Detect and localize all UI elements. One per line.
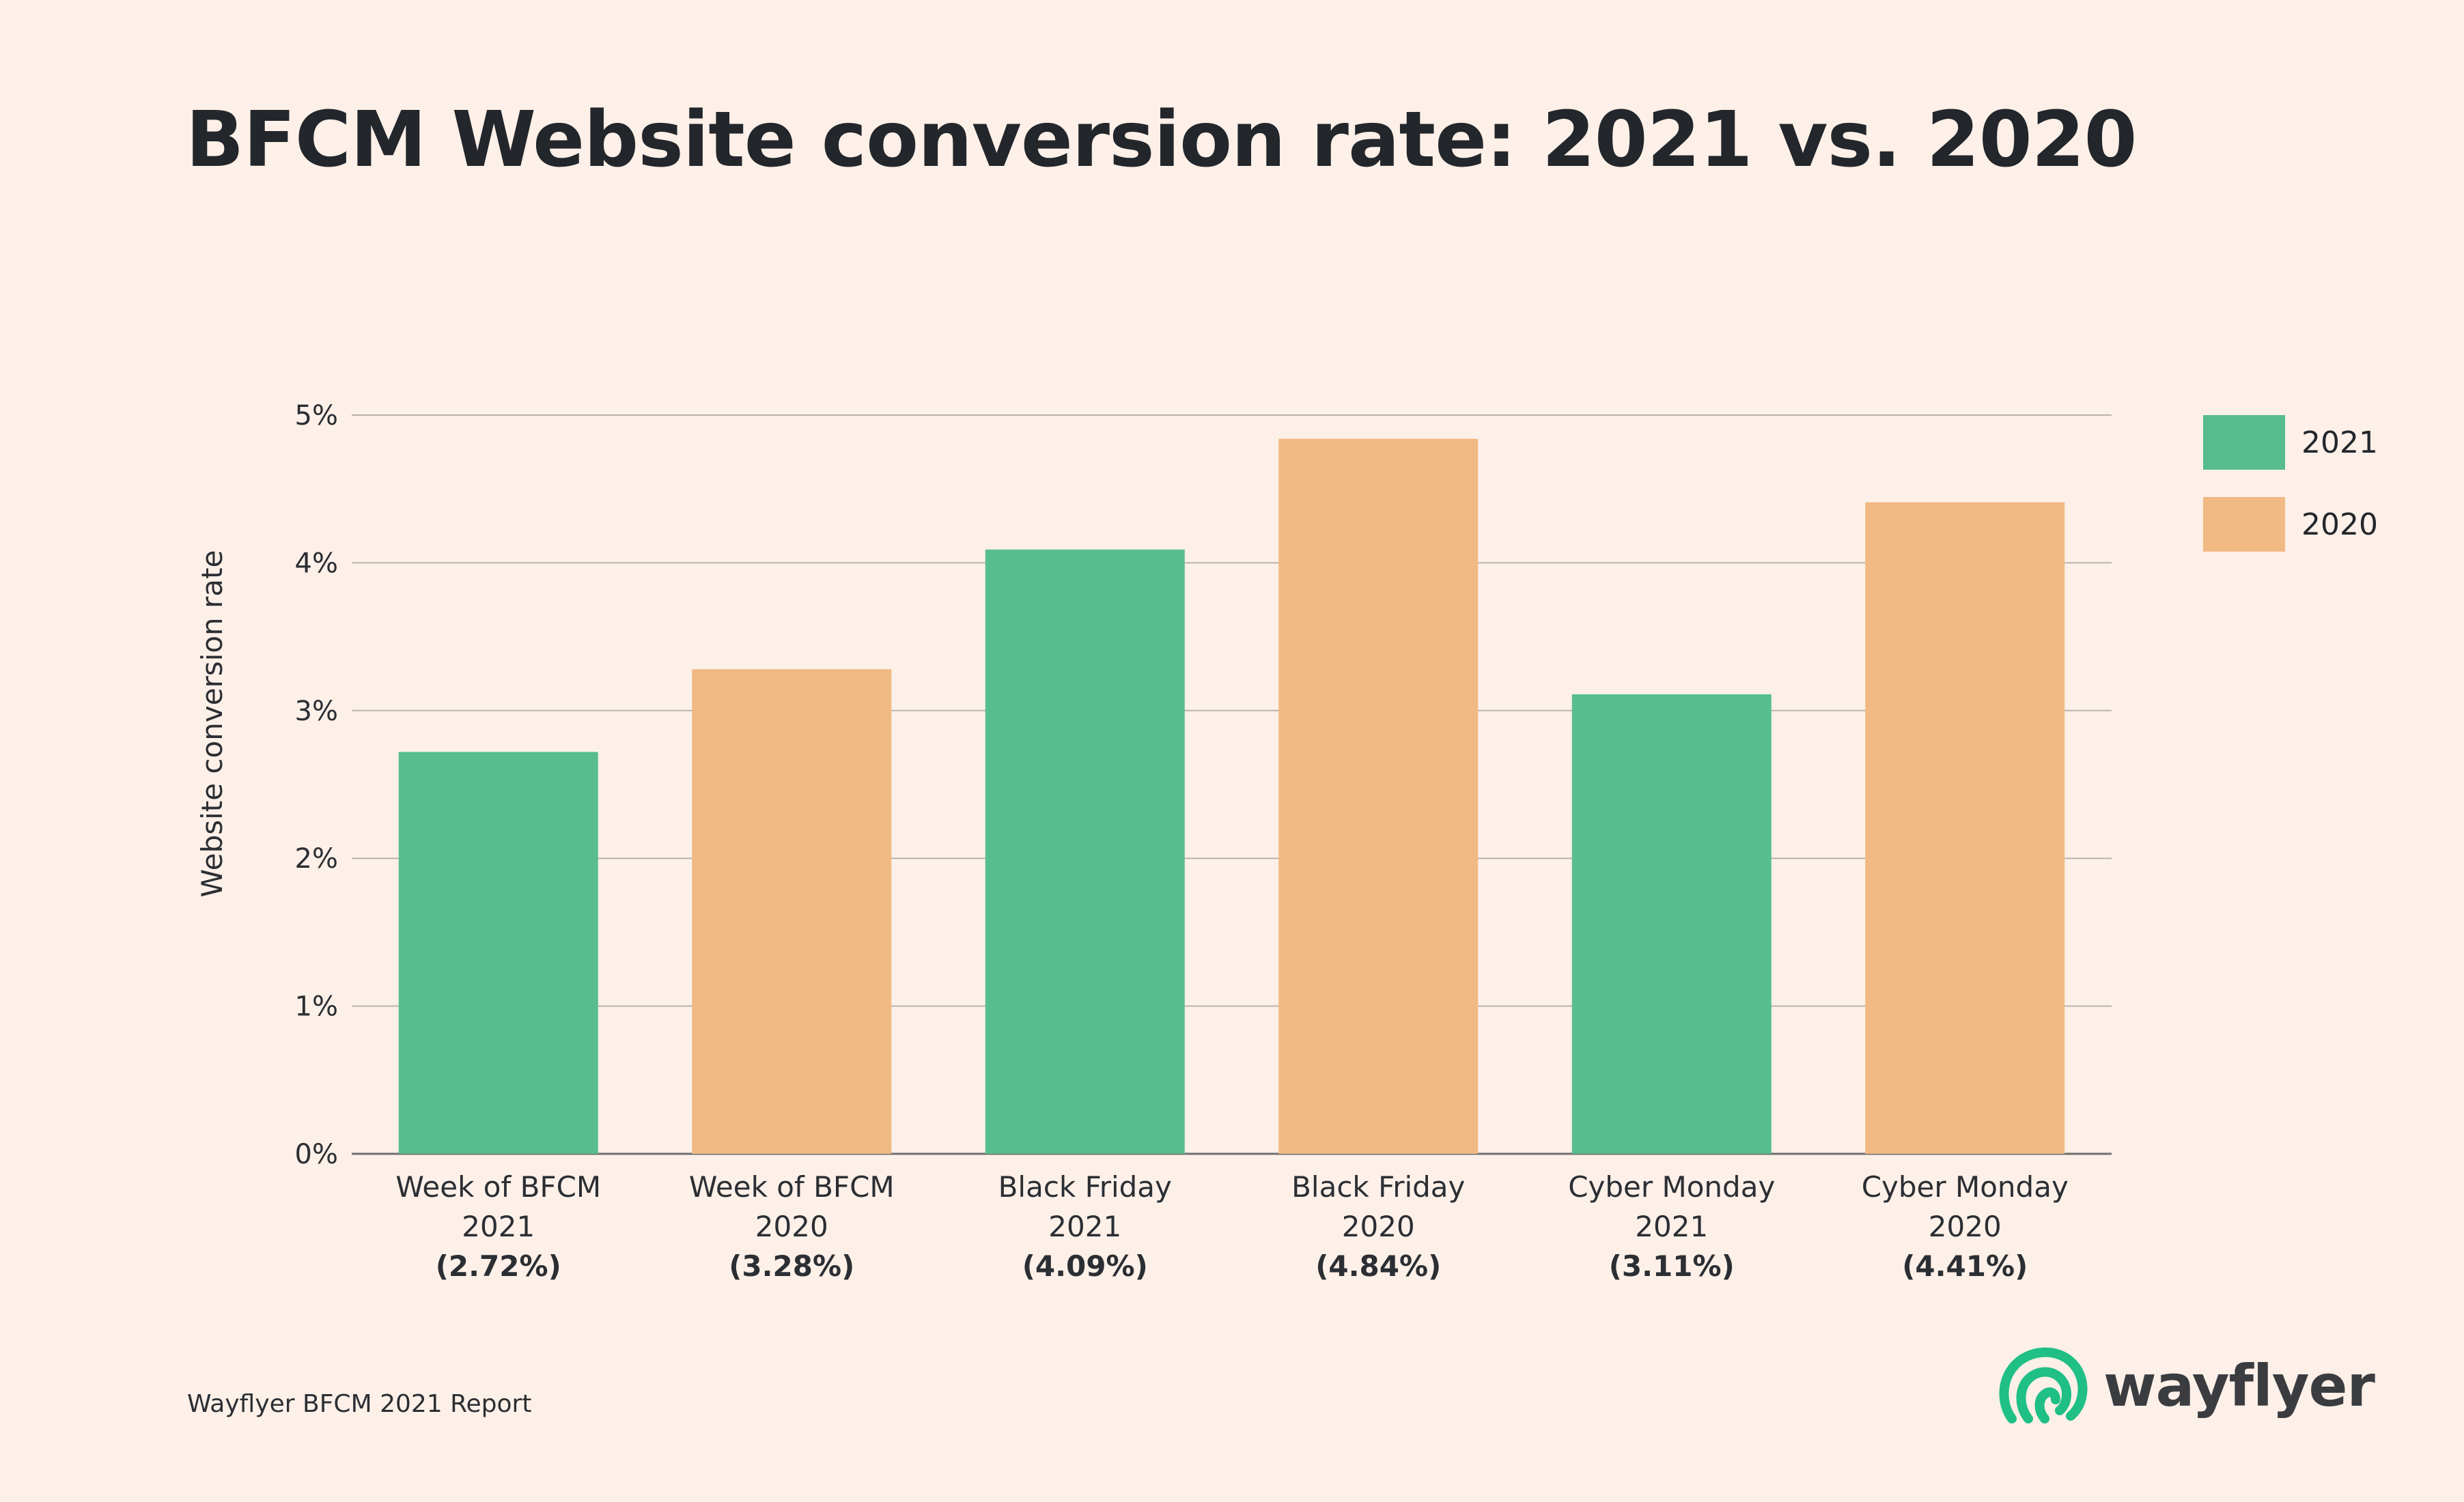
legend-item-2020: 2020	[2203, 497, 2378, 552]
x-category-labels: Week of BFCM 2021 (2.72%) Week of BFCM 2020 (…	[395, 1170, 2068, 1283]
legend-swatch-2021	[2203, 415, 2285, 470]
bar	[985, 549, 1185, 1154]
x-category-year: 2020	[755, 1210, 828, 1243]
legend-label-2021: 2021	[2301, 425, 2378, 460]
legend-item-2021: 2021	[2203, 415, 2378, 470]
brand-name: wayflyer	[2103, 1352, 2375, 1419]
bar-value-label: (4.41%)	[1902, 1249, 2028, 1283]
bar-value-label: (4.84%)	[1315, 1249, 1441, 1283]
brand-logo: wayflyer	[1997, 1338, 2375, 1434]
bar-value-label: (3.11%)	[1609, 1249, 1735, 1283]
x-category-label: Cyber Monday	[1862, 1170, 2069, 1204]
x-category-year: 2020	[1929, 1210, 2002, 1243]
bar	[398, 752, 598, 1154]
bars	[398, 438, 2065, 1154]
y-axis-label: Website conversion rate	[195, 550, 229, 898]
bar	[692, 669, 892, 1154]
legend-swatch-2020	[2203, 497, 2285, 552]
x-category-year: 2021	[1635, 1210, 1708, 1243]
y-tick-label: 3%	[295, 696, 338, 727]
y-tick-label: 5%	[295, 400, 338, 431]
y-tick-label: 4%	[295, 548, 338, 579]
legend-label-2020: 2020	[2301, 507, 2378, 542]
x-category-label: Black Friday	[1291, 1170, 1465, 1204]
wayflyer-logo-icon	[1999, 1347, 2088, 1423]
y-tick-label: 0%	[295, 1139, 338, 1170]
bar-value-label: (4.09%)	[1022, 1249, 1148, 1283]
legend: 2021 2020	[2203, 415, 2378, 579]
chart-title: BFCM Website conversion rate: 2021 vs. 2…	[186, 96, 2137, 184]
x-category-year: 2020	[1342, 1210, 1415, 1243]
report-footer: Wayflyer BFCM 2021 Report	[187, 1390, 532, 1418]
x-category-label: Week of BFCM	[689, 1170, 895, 1204]
bar	[1571, 694, 1772, 1154]
x-category-year: 2021	[1048, 1210, 1121, 1243]
bar-value-label: (2.72%)	[436, 1249, 561, 1283]
bar	[1278, 438, 1479, 1154]
x-category-year: 2021	[462, 1210, 535, 1243]
x-category-label: Week of BFCM	[395, 1170, 601, 1204]
y-tick-label: 2%	[295, 843, 338, 875]
x-category-label: Cyber Monday	[1568, 1170, 1775, 1204]
x-category-label: Black Friday	[998, 1170, 1172, 1204]
y-tick-label: 1%	[295, 991, 338, 1023]
bar	[1865, 502, 2065, 1154]
bar-value-label: (3.28%)	[729, 1249, 854, 1283]
gridlines	[352, 414, 2112, 1155]
y-tick-labels: 0% 1% 2% 3% 4% 5%	[295, 400, 338, 1170]
